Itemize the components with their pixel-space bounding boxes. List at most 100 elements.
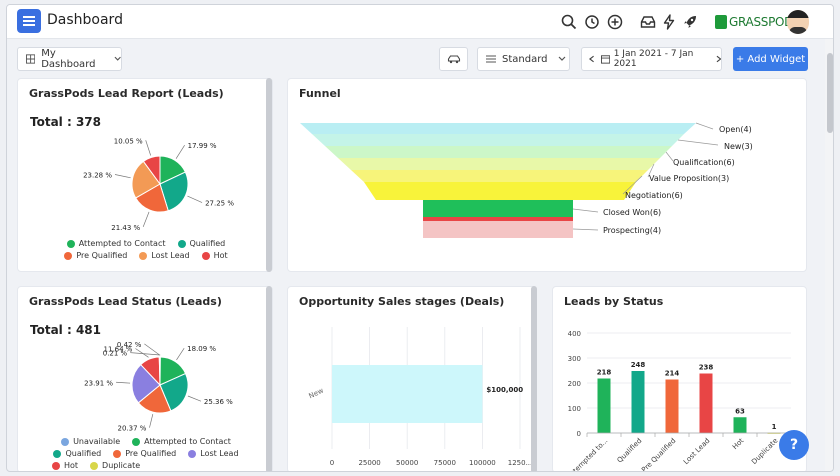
pie-slice[interactable]: [131, 363, 161, 404]
bar-value-label: 214: [665, 370, 680, 378]
chevron-down-icon: [558, 56, 566, 61]
legend-item[interactable]: Hot: [52, 461, 78, 470]
bar-value-label: 248: [631, 361, 646, 369]
pie-leader-line: [175, 144, 185, 159]
chevron-left-icon[interactable]: [589, 55, 595, 63]
widget-scrollbar[interactable]: [266, 286, 272, 471]
page-title: Dashboard: [47, 12, 123, 28]
widget-title: Funnel: [299, 87, 341, 100]
legend-item[interactable]: Qualified: [177, 239, 225, 248]
y-category-label: New: [308, 386, 325, 400]
funnel-stage-yellow: [364, 182, 636, 200]
pie-leader-line: [114, 174, 131, 179]
pie-leader-line: [130, 352, 161, 356]
legend-item[interactable]: Pre Qualified: [113, 449, 176, 458]
leads-by-status-widget: Leads by Status 400 300 200 100 0 218 Attempte…: [552, 286, 807, 472]
funnel-stage-closed-won: [423, 200, 573, 217]
legend-item[interactable]: Lost Lead: [188, 449, 239, 458]
pie-leader-line: [142, 211, 150, 227]
x-category-label: Qualified: [616, 437, 644, 465]
legend-item[interactable]: Hot: [201, 251, 228, 260]
widget-scrollbar[interactable]: [266, 78, 272, 272]
pie-label: 20.37 %: [118, 425, 147, 433]
grid-icon: [26, 54, 36, 64]
x-tick-label: 25000: [358, 459, 380, 467]
bar-value-label: $100,000: [486, 386, 523, 394]
chevron-right-icon[interactable]: [716, 55, 722, 63]
bar-value-label: 218: [597, 369, 612, 377]
scrollbar-thumb[interactable]: [827, 53, 833, 133]
opportunity-widget: Opportunity Sales stages (Deals) 0 25000 5…: [287, 286, 537, 471]
pie-slice[interactable]: [158, 356, 161, 386]
top-bar: Dashboard GRASSPODS: [7, 5, 833, 39]
pie-label: 18.09 %: [187, 345, 216, 353]
funnel-label: Closed Won(6): [603, 208, 661, 217]
car-view-button[interactable]: [439, 47, 468, 71]
add-widget-button[interactable]: + Add Widget: [733, 47, 808, 71]
bar-value-label: 238: [699, 364, 714, 372]
widget-title: Leads by Status: [564, 295, 664, 308]
pie-slice[interactable]: [142, 155, 161, 186]
rocket-icon[interactable]: [681, 13, 699, 31]
pie-slice[interactable]: [137, 384, 172, 414]
legend-item[interactable]: Attempted to Contact: [132, 437, 231, 446]
lead-report-pie: 17.99 % 27.25 % 21.43 % 23.28 % 10.05 %: [83, 137, 234, 232]
calendar-icon: [600, 55, 610, 64]
dashboard-select[interactable]: My Dashboard: [17, 47, 122, 71]
legend-item[interactable]: Duplicate: [90, 461, 140, 470]
lead-status-widget: GrassPods Lead Status (Leads) Total : 48…: [17, 286, 273, 471]
bar[interactable]: [597, 378, 611, 434]
bar-new[interactable]: [332, 365, 483, 423]
x-tick-label: 0: [330, 459, 334, 467]
x-category-label: Lost Lead: [682, 437, 711, 466]
page-scrollbar[interactable]: [825, 39, 833, 471]
funnel-stage-value-proposition: [338, 158, 660, 170]
legend-item[interactable]: Lost Lead: [139, 251, 190, 260]
inbox-icon[interactable]: [639, 13, 657, 31]
view-select[interactable]: Standard: [477, 47, 570, 71]
pie-leader-line: [144, 343, 160, 356]
chevron-down-icon: [114, 56, 121, 61]
pie-label: 10.05 %: [114, 137, 143, 145]
legend-item[interactable]: Attempted to Contact: [66, 239, 166, 248]
x-tick-label: 1250...: [508, 459, 533, 467]
pie-slice[interactable]: [135, 183, 169, 213]
funnel-label: Prospecting(4): [603, 226, 661, 235]
lead-report-legend: Attempted to Contact Qualified Pre Quali…: [18, 239, 274, 263]
funnel-chart: Open(4) New(3) Qualification(6) Value Pr…: [300, 122, 753, 238]
lead-report-total: Total : 378: [30, 115, 101, 129]
legend-item[interactable]: Pre Qualified: [64, 251, 127, 260]
pie-leader-line: [187, 195, 203, 203]
lead-report-widget: GrassPods Lead Report (Leads) Total : 37…: [17, 78, 273, 272]
funnel-stage-open: [300, 123, 696, 134]
bar-value-label: 63: [735, 407, 745, 415]
y-tick-label: 0: [577, 430, 581, 438]
lightning-icon[interactable]: [660, 13, 678, 31]
bar[interactable]: [733, 417, 747, 433]
date-range-picker[interactable]: 1 Jan 2021 - 7 Jan 2021: [581, 47, 722, 71]
history-icon[interactable]: [583, 13, 601, 31]
funnel-label: Negotiation(6): [625, 191, 683, 200]
add-circle-icon[interactable]: [606, 13, 624, 31]
funnel-label: New(3): [724, 142, 753, 151]
pie-leader-line: [135, 348, 149, 358]
funnel-stage-qualification: [325, 146, 672, 158]
pie-slice[interactable]: [159, 171, 189, 212]
bar[interactable]: [699, 373, 713, 434]
pie-slice[interactable]: [131, 160, 161, 199]
help-button[interactable]: ?: [779, 430, 809, 460]
pie-leader-line: [116, 381, 131, 384]
legend-item[interactable]: Unavailable: [61, 437, 120, 446]
menu-icon[interactable]: [17, 9, 41, 33]
x-tick-label: 75000: [434, 459, 456, 467]
leads-by-status-chart: 400 300 200 100 0 218 Attempted to... 248 Qualif…: [566, 330, 791, 472]
legend-item[interactable]: Qualified: [53, 449, 101, 458]
funnel-label: Qualification(6): [673, 158, 735, 167]
user-avatar[interactable]: [787, 10, 809, 34]
x-category-label: Attempted to...: [566, 437, 609, 472]
bar[interactable]: [631, 371, 645, 433]
search-icon[interactable]: [560, 13, 578, 31]
widget-scrollbar[interactable]: [531, 286, 537, 471]
funnel-label: Value Proposition(3): [649, 174, 729, 183]
bar[interactable]: [665, 379, 679, 434]
